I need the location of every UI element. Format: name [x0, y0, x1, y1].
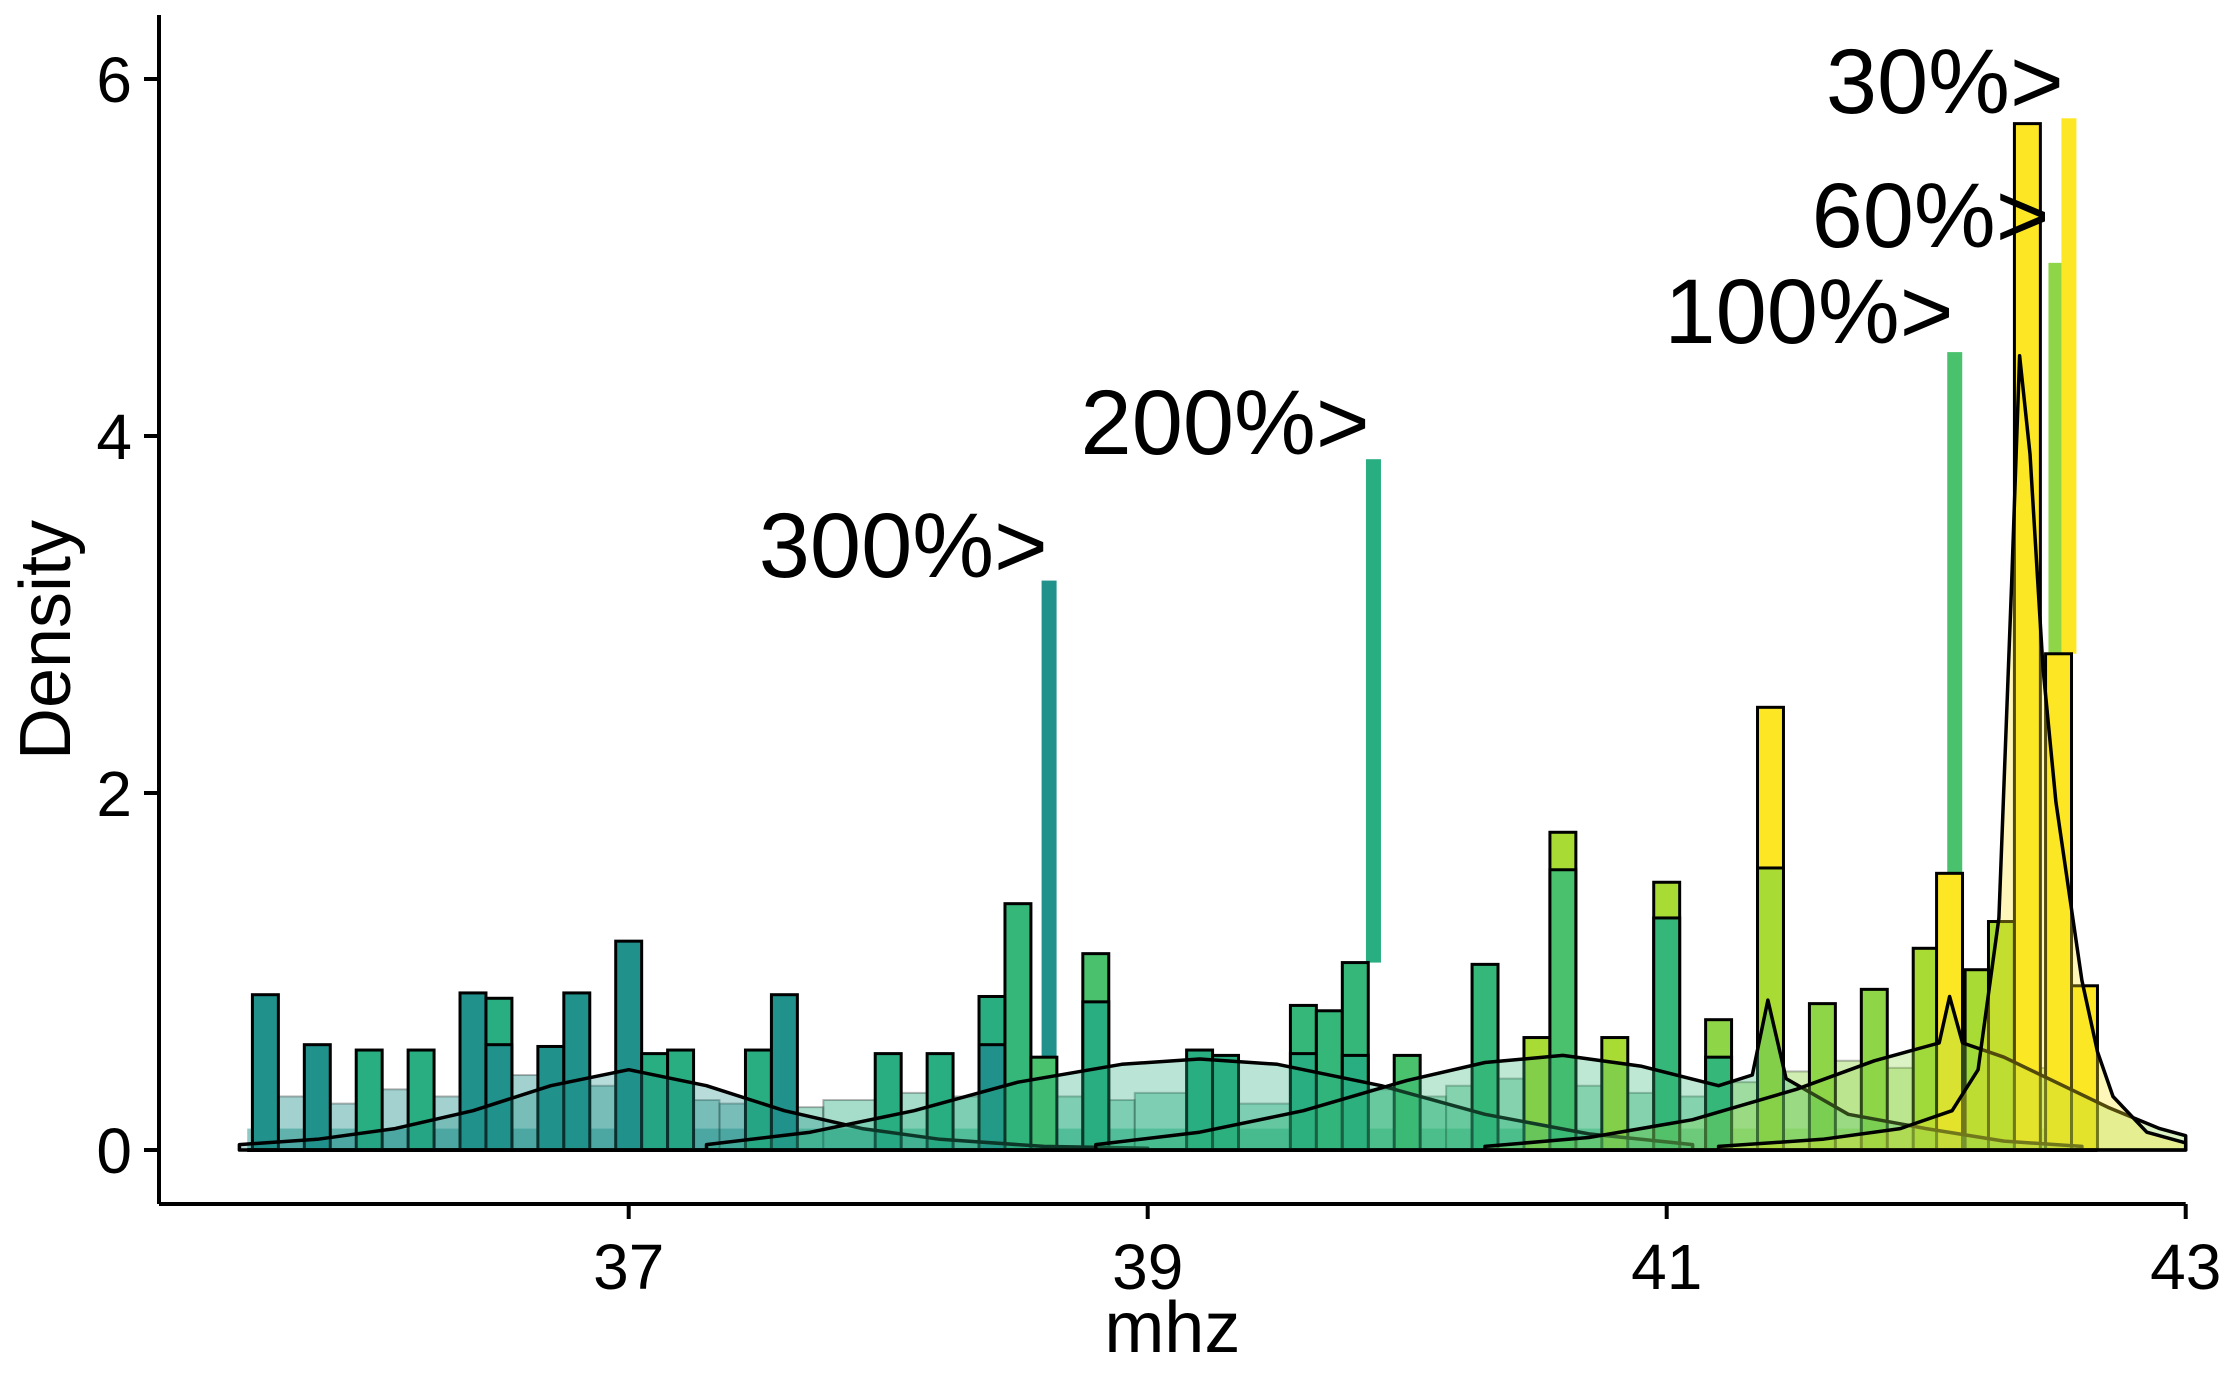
histogram-bar: [2070, 984, 2099, 1152]
y-tick-label: 0: [96, 1115, 132, 1187]
histogram-bar: [1392, 1053, 1422, 1152]
y-tick-label: 4: [96, 401, 132, 473]
x-tick-label: 41: [1631, 1231, 1702, 1303]
x-tick-label: 43: [2150, 1231, 2221, 1303]
histogram-bar: [484, 1043, 514, 1152]
histogram-bar: [1859, 987, 1889, 1152]
histogram-bar: [1314, 1009, 1344, 1152]
annotation-label: 60%>: [1812, 165, 2050, 267]
histogram-bar: [977, 1043, 1007, 1152]
histogram-bar: [562, 991, 592, 1152]
x-axis-title: mhz: [1104, 1288, 1240, 1368]
y-tick-label: 6: [96, 44, 132, 116]
histogram-bar: [302, 1043, 332, 1152]
histogram-bar: [1340, 1053, 1370, 1152]
y-tick-label: 2: [96, 758, 132, 830]
x-tick-label: 37: [593, 1231, 664, 1303]
y-axis-title: Density: [6, 520, 86, 760]
histogram-bar: [1029, 1055, 1059, 1152]
x-tick-label: 39: [1112, 1231, 1183, 1303]
annotation-segment-300%: [1041, 580, 1057, 1058]
density-curves-layer: [237, 353, 2188, 1152]
annotation-label: 300%>: [759, 495, 1048, 597]
density-curve: [237, 1067, 1150, 1152]
density-curve: [1483, 994, 2188, 1152]
annotation-segment-100%: [1947, 352, 1963, 874]
annotation-segment-200%: [1365, 459, 1381, 963]
annotation-segments-layer: [1041, 118, 2077, 1058]
annotation-segment-60%: [2048, 262, 2064, 654]
density-curve: [1716, 353, 2188, 1152]
annotation-label: 200%>: [1081, 372, 1370, 474]
axes-layer: 37 39 41 43 0 2 4 6: [96, 15, 2221, 1303]
density-curve: [704, 1057, 1695, 1152]
histogram-bar: [1652, 916, 1682, 1152]
histogram-bar: [666, 1048, 696, 1152]
histogram-bar: [614, 939, 644, 1152]
histogram-bar: [1807, 1002, 1837, 1152]
histogram-bar: [250, 993, 280, 1152]
annotation-label: 100%>: [1664, 261, 1953, 363]
annotation-segment-30%: [2061, 118, 2077, 654]
histogram-bar: [1081, 1000, 1111, 1152]
annotations-layer: 300%> 200%> 100%>60%> 30%>: [759, 31, 2064, 597]
annotation-label: 30%>: [1826, 31, 2064, 133]
density-curve: [1094, 998, 2084, 1152]
